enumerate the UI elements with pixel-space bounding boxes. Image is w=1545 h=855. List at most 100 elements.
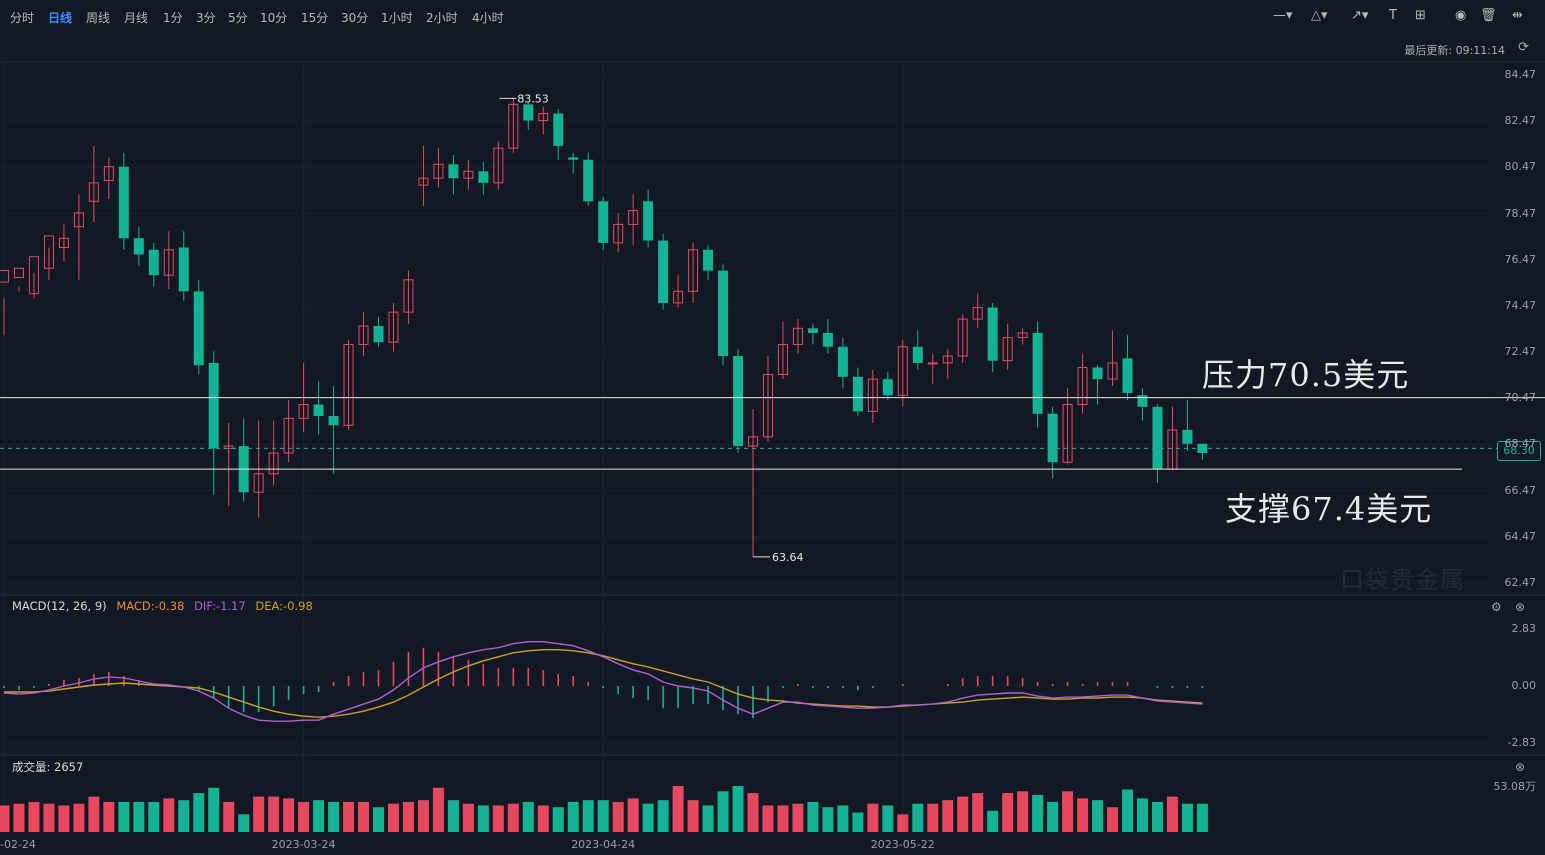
candle	[508, 97, 519, 153]
timeframe-5[interactable]: 3分	[196, 11, 216, 25]
candle-body	[193, 291, 204, 366]
timeframe-toolbar: 分时 日线 周线 月线 1分 3分 5分 10分 15分 30分 1小时 2小时 4小时 —▾ △▾ ↗▾ T ⊞…	[0, 0, 1545, 36]
volume-bar	[283, 798, 295, 832]
fullscreen-icon[interactable]: ⇹	[1512, 8, 1523, 23]
candle	[792, 319, 803, 354]
macd-settings-icon[interactable]: ⚙	[1491, 600, 1502, 614]
timeframe-2[interactable]: 周线	[86, 11, 111, 25]
timeframe-12[interactable]: 4小时	[472, 11, 504, 25]
candle	[1107, 330, 1118, 387]
candle-body	[493, 147, 504, 184]
eye-icon[interactable]: ◉	[1455, 8, 1467, 23]
candle	[373, 316, 384, 347]
timeframe-9[interactable]: 30分	[341, 11, 369, 25]
timeframe-1[interactable]: 日线	[48, 11, 73, 25]
timeframe-7[interactable]: 10分	[260, 11, 288, 25]
volume-bar	[1002, 793, 1014, 832]
price-tick-label: 82.47	[1504, 114, 1537, 128]
candle-body	[1137, 395, 1148, 407]
candle-body	[1032, 332, 1043, 414]
timeframe-3[interactable]: 月线	[124, 11, 149, 25]
price-levels	[0, 397, 1545, 470]
candle	[118, 152, 129, 250]
candle	[852, 367, 863, 417]
trash-icon[interactable]: 🗑	[1480, 8, 1497, 23]
volume-bar	[43, 803, 55, 832]
volume-close-icon[interactable]: ⊗	[1515, 760, 1526, 774]
candle-body	[508, 103, 519, 149]
candle-body	[268, 452, 279, 475]
volume-bar	[358, 801, 370, 832]
macd-tick-label: 2.83	[1511, 622, 1537, 635]
resistance-annotation: 压力70.5美元	[1202, 356, 1410, 394]
candle-body	[388, 311, 399, 343]
candle-body	[897, 346, 908, 396]
candle-body	[13, 267, 24, 279]
candle	[658, 233, 669, 310]
volume-bar	[13, 803, 25, 832]
candle-body	[1062, 404, 1073, 463]
candle-body	[807, 328, 818, 333]
volume-bar	[432, 787, 444, 832]
arrow-tool-icon[interactable]: ↗▾	[1351, 8, 1369, 23]
candle-body	[418, 177, 429, 186]
volume-bar	[298, 801, 310, 832]
volume-bar	[552, 807, 564, 832]
timeframe-0[interactable]: 分时	[10, 11, 35, 25]
text-tool-icon[interactable]: T	[1389, 8, 1397, 23]
volume-bar	[193, 793, 205, 832]
timeframe-8[interactable]: 15分	[301, 11, 329, 25]
candle-body	[343, 343, 354, 426]
volume-bar	[957, 796, 969, 832]
candle-body	[942, 355, 953, 364]
candle-body	[373, 325, 384, 343]
macd-close-icon[interactable]: ⊗	[1515, 600, 1526, 614]
measure-tool-icon[interactable]: ⊞	[1415, 8, 1426, 23]
candle	[987, 302, 998, 373]
candle	[703, 245, 714, 280]
price-tick-label: 84.47	[1504, 68, 1537, 81]
dea-value: DEA:-0.98	[255, 599, 313, 613]
candle	[418, 145, 429, 206]
timeframe-6[interactable]: 5分	[228, 11, 248, 25]
volume-bar	[447, 800, 459, 832]
refresh-icon[interactable]: ⟳	[1518, 40, 1529, 55]
candle	[1197, 443, 1208, 460]
candle	[193, 279, 204, 375]
candle	[328, 386, 339, 474]
candle	[478, 162, 489, 195]
line-tool-icon[interactable]: —▾	[1273, 8, 1293, 23]
price-tick-label: 62.47	[1504, 576, 1537, 589]
high-price-label: 83.53	[517, 92, 549, 105]
last-update-time: 最后更新: 09:11:14	[1404, 44, 1505, 57]
volume-bar	[972, 793, 984, 832]
volume-bar	[582, 800, 594, 832]
volume-bar	[687, 800, 699, 832]
candle	[553, 108, 564, 160]
candle	[777, 321, 788, 380]
candle-body	[313, 404, 324, 417]
volume-bar	[822, 807, 834, 832]
volume-bar	[537, 805, 549, 832]
candle	[433, 148, 444, 188]
candle-body	[792, 327, 803, 345]
candle	[598, 196, 609, 250]
volume-bar	[942, 800, 954, 832]
grid	[0, 61, 1545, 832]
candle	[1017, 328, 1028, 345]
volume-bar	[1017, 791, 1029, 832]
candle	[1002, 323, 1013, 370]
candle-body	[1182, 429, 1193, 444]
volume-bar	[1092, 800, 1104, 832]
timeframe-4[interactable]: 1分	[163, 11, 183, 25]
timeframe-11[interactable]: 2小时	[426, 11, 458, 25]
candle	[643, 189, 654, 248]
timeframe-10[interactable]: 1小时	[381, 11, 413, 25]
volume-bar	[1077, 798, 1089, 832]
candle	[343, 339, 354, 430]
candle-body	[1047, 413, 1058, 463]
candle-body	[0, 270, 9, 283]
candle	[283, 399, 294, 463]
shape-tool-icon[interactable]: △▾	[1311, 8, 1328, 23]
